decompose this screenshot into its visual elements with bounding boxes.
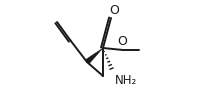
Polygon shape [85,48,103,64]
Text: NH₂: NH₂ [115,74,137,86]
Text: O: O [118,35,128,48]
Text: O: O [110,4,119,16]
